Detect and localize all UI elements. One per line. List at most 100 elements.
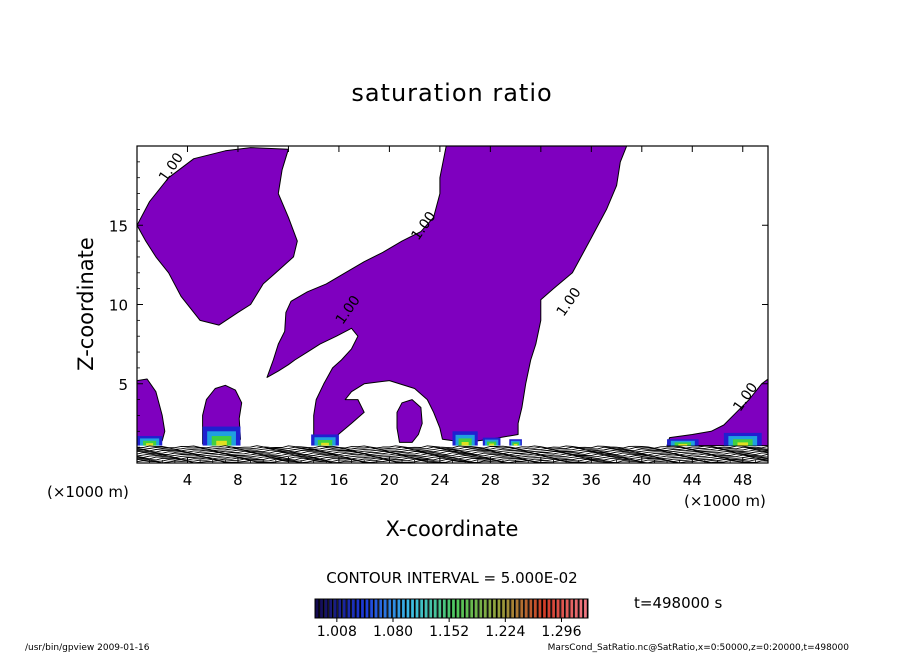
colorbar-stripe xyxy=(461,599,464,618)
colorbar-stripe xyxy=(565,599,569,618)
x-tick-label: 28 xyxy=(481,471,500,489)
colorbar-stripe xyxy=(470,599,474,618)
colorbar-stripe xyxy=(320,599,323,618)
colored-patch-layer xyxy=(137,426,762,446)
colorbar-stripe xyxy=(479,599,483,618)
colored-patch-band xyxy=(513,443,518,446)
x-tick-label: 4 xyxy=(183,471,193,489)
colorbar-stripe xyxy=(524,599,528,618)
colorbar-stripe xyxy=(438,599,442,618)
chart-title: saturation ratio xyxy=(351,79,552,107)
surface-contour-layer xyxy=(137,445,768,463)
colorbar-stripe xyxy=(520,599,524,618)
y-tick-label: 5 xyxy=(118,376,128,394)
colorbar-stripe xyxy=(406,599,410,618)
time-label: t=498000 s xyxy=(634,594,722,612)
colored-patch-band xyxy=(512,442,519,446)
colorbar-stripe xyxy=(361,599,364,618)
surface-contour-line xyxy=(137,451,768,456)
x-axis-label: X-coordinate xyxy=(386,517,519,541)
supersaturated-region-4 xyxy=(396,399,423,443)
colored-patch-6 xyxy=(667,439,699,446)
colorbar-stripe xyxy=(511,599,514,618)
contour-interval-label: CONTOUR INTERVAL = 5.000E-02 xyxy=(326,569,577,587)
colored-patch-band xyxy=(489,443,495,446)
x-tick-label: 12 xyxy=(279,471,298,489)
colored-patch-band xyxy=(678,443,688,446)
colorbar-stripe xyxy=(483,599,487,618)
x-unit-right: (×1000 m) xyxy=(684,492,766,510)
colored-patch-band xyxy=(674,442,692,446)
colorbar-stripe xyxy=(411,599,414,618)
colorbar-stripe xyxy=(338,599,342,618)
colorbar-tick-label: 1.224 xyxy=(485,624,525,640)
colorbar-stripe xyxy=(324,599,328,618)
x-tick-label: 24 xyxy=(430,471,449,489)
colorbar-stripe xyxy=(456,599,460,618)
x-axis: 4 8 12 16 20 24 28 32 36 40 44 48 xyxy=(149,146,756,489)
x-tick-label: 16 xyxy=(329,471,348,489)
colorbar-stripe xyxy=(506,599,510,618)
colored-patch-band xyxy=(317,440,333,446)
supersaturated-fill-layer xyxy=(137,146,768,447)
colored-patch-1 xyxy=(202,426,241,446)
supersaturated-region-0 xyxy=(137,147,298,326)
colorbar-stripe xyxy=(424,599,428,618)
colorbar-stripe xyxy=(579,599,583,618)
colored-patch-2 xyxy=(311,434,339,446)
colored-patch-7 xyxy=(723,432,762,446)
colorbar-stripe xyxy=(488,599,492,618)
colorbar-stripe xyxy=(570,599,574,618)
surface-contour-line xyxy=(137,446,768,450)
surface-contour-line xyxy=(137,449,768,453)
x-tick-label: 48 xyxy=(733,471,752,489)
colorbar-stripe xyxy=(465,599,469,618)
colored-patch-band xyxy=(216,440,227,446)
colorbar-stripe xyxy=(584,599,587,618)
x-tick-label: 40 xyxy=(632,471,651,489)
colorbar-stripe xyxy=(529,599,533,618)
colorbar-stripe xyxy=(433,599,437,618)
colorbar-stripe xyxy=(365,599,369,618)
colorbar: 1.008 1.080 1.152 1.224 1.296 xyxy=(314,598,589,640)
colorbar-stripe xyxy=(342,599,346,618)
x-tick-label: 32 xyxy=(531,471,550,489)
surface-contour-line xyxy=(137,454,768,459)
colorbar-stripe xyxy=(538,599,542,618)
colored-patch-3 xyxy=(452,431,478,446)
colorbar-stripe xyxy=(447,599,451,618)
x-tick-label: 20 xyxy=(380,471,399,489)
colorbar-stripe xyxy=(547,599,551,618)
supersaturated-region-2 xyxy=(137,378,166,445)
colorbar-tick-label: 1.008 xyxy=(317,624,357,640)
plot-area: 1.001.001.00 1.001.00 4 8 12 16 20 24 28 32 36 40 4… xyxy=(109,145,769,489)
colorbar-stripe xyxy=(574,599,578,618)
colorbar-stripe xyxy=(388,599,392,618)
x-unit-left: (×1000 m) xyxy=(47,483,129,501)
surface-contour-line xyxy=(137,447,768,452)
x-tick-label: 44 xyxy=(683,471,702,489)
colorbar-stripe xyxy=(429,599,433,618)
surface-contour-line xyxy=(137,456,768,460)
colorbar-stripe xyxy=(352,599,355,618)
colorbar-stripe xyxy=(561,599,565,618)
colorbar-frame xyxy=(314,598,589,619)
colorbar-stripe xyxy=(493,599,496,618)
colorbar-stripe xyxy=(543,599,546,618)
colored-patch-0 xyxy=(137,436,163,446)
colorbar-stripe xyxy=(397,599,401,618)
colorbar-stripe xyxy=(556,599,560,618)
colorbar-stripe xyxy=(515,599,519,618)
colorbar-stripe xyxy=(315,599,319,618)
colorbar-tick-label: 1.080 xyxy=(373,624,413,640)
colored-patch-band xyxy=(461,441,469,446)
colorbar-stripe xyxy=(552,599,555,618)
colorbar-stripe xyxy=(356,599,360,618)
footer-right: MarsCond_SatRatio.nc@SatRatio,x=0:50000,… xyxy=(548,643,850,653)
colorbar-stripe xyxy=(420,599,423,618)
colorbar-ticks: 1.008 1.080 1.152 1.224 1.296 xyxy=(317,618,582,640)
colorbar-stripe xyxy=(383,599,387,618)
colorbar-stripe xyxy=(329,599,332,618)
surface-contour-line xyxy=(137,450,768,455)
